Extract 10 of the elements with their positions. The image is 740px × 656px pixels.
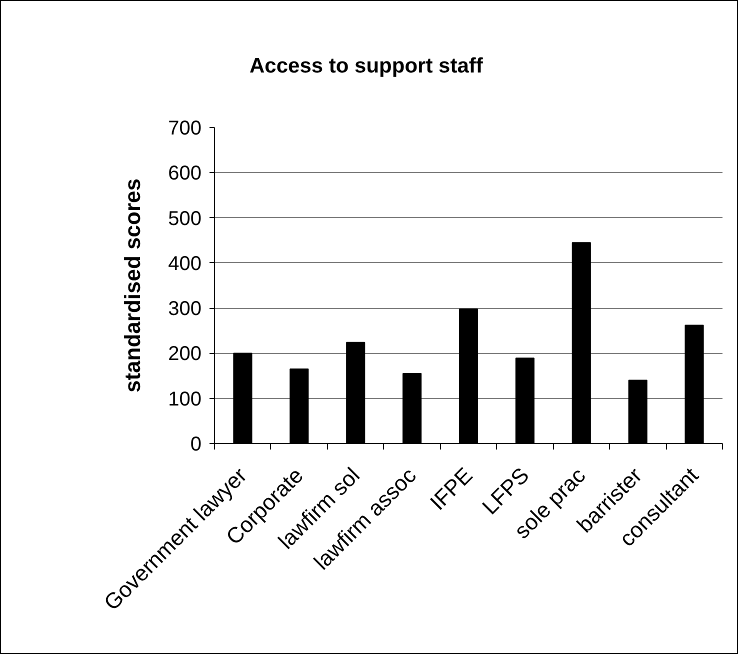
y-axis-title: standardised scores xyxy=(120,178,146,392)
y-tick-label: 300 xyxy=(168,298,202,320)
y-tick-label: 200 xyxy=(168,343,202,366)
y-tick-label: 100 xyxy=(168,388,202,410)
y-tick-label: 600 xyxy=(168,162,202,185)
y-tick-label: 500 xyxy=(168,208,202,230)
y-tick-label: 400 xyxy=(168,252,202,275)
chart-title: Access to support staff xyxy=(250,54,484,78)
y-tick-label: 0 xyxy=(190,434,202,456)
y-tick-label: 700 xyxy=(168,118,202,140)
